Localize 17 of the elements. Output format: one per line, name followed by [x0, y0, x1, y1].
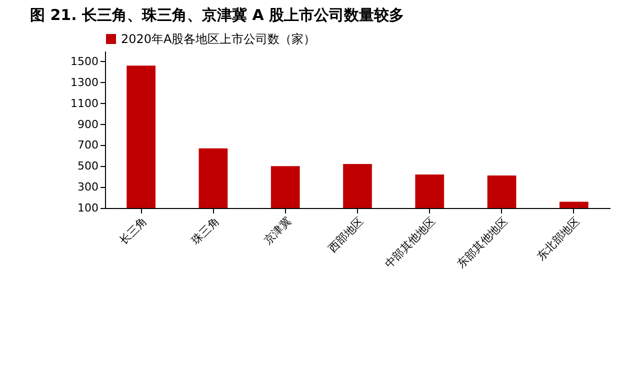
y-tick-label: 100: [78, 202, 98, 214]
y-tick-label: 900: [78, 118, 98, 131]
legend-label: 2020年A股各地区上市公司数（家）: [121, 32, 316, 46]
x-tick-label: 长三角: [117, 214, 150, 248]
x-tick-label: 京津冀: [261, 214, 294, 248]
x-tick-label: 东部其他地区: [454, 214, 510, 271]
y-tick-label: 300: [78, 180, 98, 194]
x-tick-label: 西部地区: [326, 214, 366, 256]
x-tick-label: 珠三角: [189, 214, 222, 248]
y-tick-label: 700: [78, 138, 98, 152]
y-tick-label: 1100: [70, 96, 98, 110]
y-tick-label: 1500: [70, 54, 98, 68]
chart-title: 图 21. 长三角、珠三角、京津冀 A 股上市公司数量较多: [30, 6, 404, 24]
y-tick-label: 1300: [70, 76, 98, 89]
x-tick-label: 东北部地区: [534, 214, 582, 263]
x-tick-label: 中部其他地区: [382, 214, 438, 271]
y-tick-label: 500: [78, 160, 98, 173]
